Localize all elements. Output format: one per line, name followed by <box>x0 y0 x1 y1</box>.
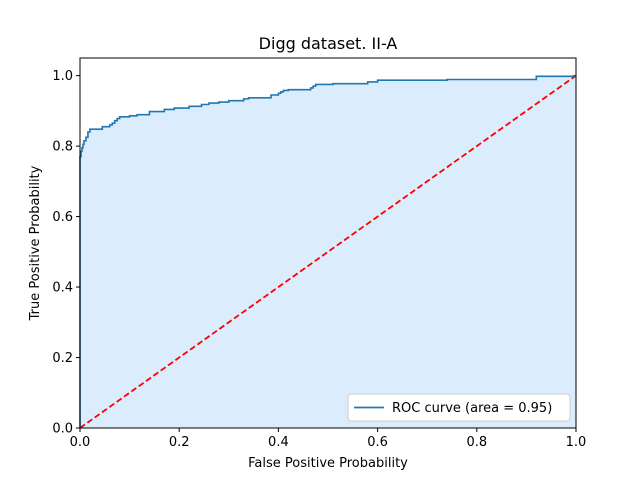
roc-area-fill <box>80 75 576 429</box>
y-axis-label: True Positive Probability <box>28 165 43 321</box>
x-tick-label: 0.0 <box>70 435 91 450</box>
y-tick-label: 0.4 <box>52 281 73 296</box>
x-axis-label: False Positive Probability <box>248 456 408 471</box>
y-tick-label: 0.6 <box>52 210 73 225</box>
y-tick-label: 0.8 <box>52 140 73 155</box>
x-tick-label: 0.6 <box>367 435 388 450</box>
x-tick-label: 0.4 <box>268 435 289 450</box>
legend-box <box>347 393 571 422</box>
x-tick-label: 1.0 <box>566 435 587 450</box>
x-tick-label: 0.8 <box>466 435 487 450</box>
roc-curve-line <box>79 74 576 428</box>
legend: ROC curve (area = 0.95) <box>347 393 571 422</box>
x-axis-ticks: 0.0 0.2 0.4 0.6 0.8 1.0 <box>70 428 587 450</box>
plot-area <box>79 57 577 429</box>
legend-label: ROC curve (area = 0.95) <box>392 401 552 416</box>
y-tick-label: 0.2 <box>52 351 73 366</box>
axes-frame <box>79 57 577 429</box>
chart-title: Digg dataset. II-A <box>259 34 398 53</box>
y-axis-ticks: 0.0 0.2 0.4 0.6 0.8 1.0 <box>52 69 80 437</box>
y-tick-label: 1.0 <box>52 69 73 84</box>
x-tick-label: 0.2 <box>169 435 190 450</box>
y-tick-label: 0.0 <box>52 422 73 437</box>
random-guess-line <box>79 74 577 429</box>
